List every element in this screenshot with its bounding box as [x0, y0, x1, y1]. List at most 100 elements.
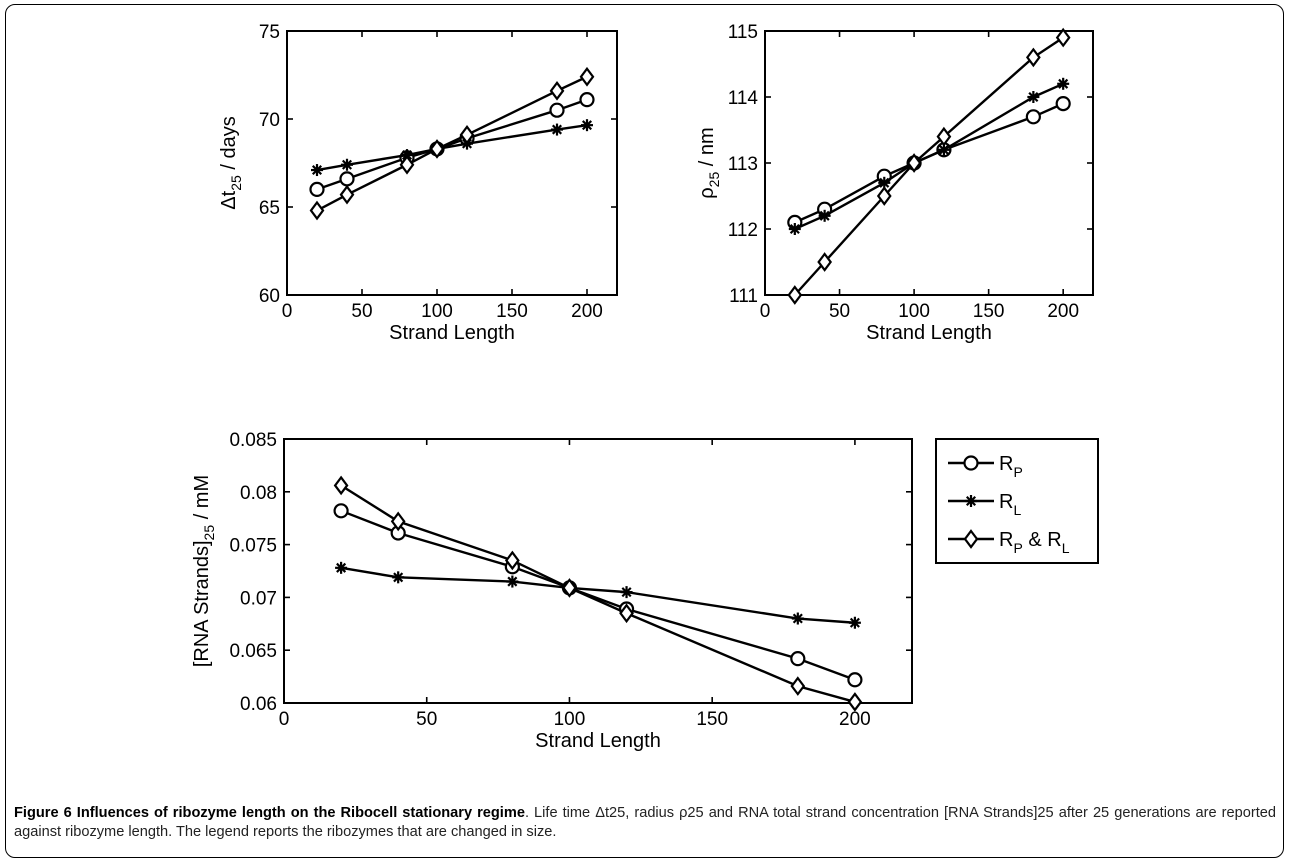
- y-axis-label: ρ25 / nm: [696, 127, 722, 198]
- data-point: [906, 153, 922, 173]
- data-point: [788, 223, 801, 235]
- series-star: [311, 119, 593, 177]
- y-tick-label: 70: [259, 110, 280, 131]
- y-tick-label: 115: [728, 22, 758, 43]
- data-point: [878, 176, 891, 189]
- series-line: [340, 566, 855, 624]
- legend-marker: [963, 529, 979, 549]
- y-tick-label: 0.06: [240, 694, 277, 715]
- caption-title: Figure 6 Influences of ribozyme length o…: [14, 805, 525, 821]
- x-tick-label: 200: [839, 709, 871, 730]
- data-point: [620, 586, 633, 599]
- data-point: [309, 200, 325, 221]
- data-point: [333, 503, 349, 519]
- data-point: [847, 692, 863, 712]
- data-point: [551, 123, 563, 136]
- x-tick-label: 50: [351, 301, 372, 322]
- data-point: [1025, 47, 1041, 68]
- series-line: [316, 123, 588, 172]
- data-point: [339, 171, 355, 187]
- x-tick-label: 0: [282, 301, 293, 322]
- x-tick-label: 200: [571, 301, 603, 322]
- series-diamond: [333, 475, 863, 712]
- x-axis-label: Strand Length: [389, 322, 515, 344]
- series-line: [340, 509, 856, 681]
- y-tick-label: 0.065: [229, 641, 277, 662]
- y-tick-label: 60: [259, 286, 280, 307]
- data-point: [341, 158, 353, 171]
- chart-radius: 0 50 100 150 200 111 112 113 114 115 Strand Length…: [696, 22, 1094, 344]
- data-point: [399, 154, 415, 175]
- data-point: [339, 184, 355, 205]
- plot-area: [286, 30, 618, 296]
- legend-label: RP: [999, 453, 1023, 480]
- chart-rna-strands: 0 50 100 150 200 0.06 0.065 0.07 0.075 0.08 0.085 S…: [191, 430, 913, 752]
- caption-body: . Life time Δt25, radius ρ25 and RNA tot…: [14, 805, 1276, 840]
- x-tick-label: 150: [696, 709, 728, 730]
- data-point: [579, 66, 595, 87]
- data-point: [459, 125, 475, 145]
- data-point: [562, 578, 577, 598]
- data-point: [390, 511, 406, 532]
- series-line: [316, 98, 588, 191]
- series-line: [794, 102, 1064, 224]
- plot-area: [764, 30, 1094, 296]
- x-tick-label: 200: [1047, 301, 1079, 322]
- series-circle: [333, 503, 863, 688]
- data-point: [311, 164, 323, 177]
- data-point: [936, 126, 952, 147]
- plot-area: [283, 438, 913, 704]
- series-star: [788, 77, 1070, 235]
- legend-marker: [965, 495, 977, 507]
- data-point: [876, 186, 892, 206]
- legend-marker: [963, 455, 979, 471]
- legend-label: RL: [999, 491, 1021, 518]
- y-tick-label: 65: [259, 198, 280, 219]
- data-point: [1055, 27, 1071, 48]
- series-star: [335, 561, 861, 629]
- y-axis-label: [RNA Strands]25 / mM: [191, 475, 217, 667]
- x-tick-label: 100: [898, 301, 930, 322]
- data-point: [1057, 77, 1070, 90]
- y-axis-label: Δt25 / days: [218, 116, 244, 209]
- y-tick-label: 0.085: [229, 430, 277, 451]
- data-point: [848, 616, 861, 629]
- x-axis-label: Strand Length: [535, 730, 661, 752]
- legend-label: RP & RL: [999, 529, 1070, 556]
- y-tick-label: 112: [728, 220, 758, 241]
- y-tick-label: 111: [729, 286, 758, 307]
- legend-entry: RP & RL: [948, 529, 1070, 556]
- x-tick-label: 0: [279, 709, 290, 730]
- data-point: [549, 102, 565, 118]
- figure-frame: [5, 4, 1284, 858]
- data-point: [504, 550, 520, 571]
- data-point: [847, 672, 863, 688]
- series-circle: [787, 95, 1071, 230]
- x-axis-label: Strand Length: [866, 322, 992, 344]
- data-point: [790, 676, 806, 696]
- data-point: [579, 92, 595, 108]
- data-point: [506, 575, 519, 588]
- series-line: [793, 36, 1064, 296]
- series-diamond: [309, 66, 595, 221]
- data-point: [791, 612, 804, 625]
- x-tick-label: 150: [496, 301, 528, 322]
- data-point: [335, 561, 348, 574]
- x-tick-label: 100: [554, 709, 586, 730]
- data-point: [333, 475, 349, 496]
- data-point: [1055, 95, 1071, 112]
- x-tick-label: 50: [829, 301, 850, 322]
- x-tick-label: 50: [416, 709, 437, 730]
- data-point: [549, 81, 565, 101]
- series-line: [794, 82, 1064, 231]
- legend: RP RL RP & RL: [935, 438, 1099, 564]
- y-tick-label: 0.075: [229, 536, 277, 557]
- chart-lifetime: 0 50 100 150 200 60 65 70 75 Strand Length Δt25 / …: [218, 22, 618, 344]
- data-point: [581, 119, 593, 132]
- data-point: [309, 181, 325, 197]
- x-tick-label: 0: [760, 301, 771, 322]
- figure-caption: Figure 6 Influences of ribozyme length o…: [14, 804, 1276, 842]
- x-tick-label: 100: [421, 301, 453, 322]
- x-tick-label: 150: [973, 301, 1005, 322]
- y-tick-label: 0.08: [240, 483, 277, 504]
